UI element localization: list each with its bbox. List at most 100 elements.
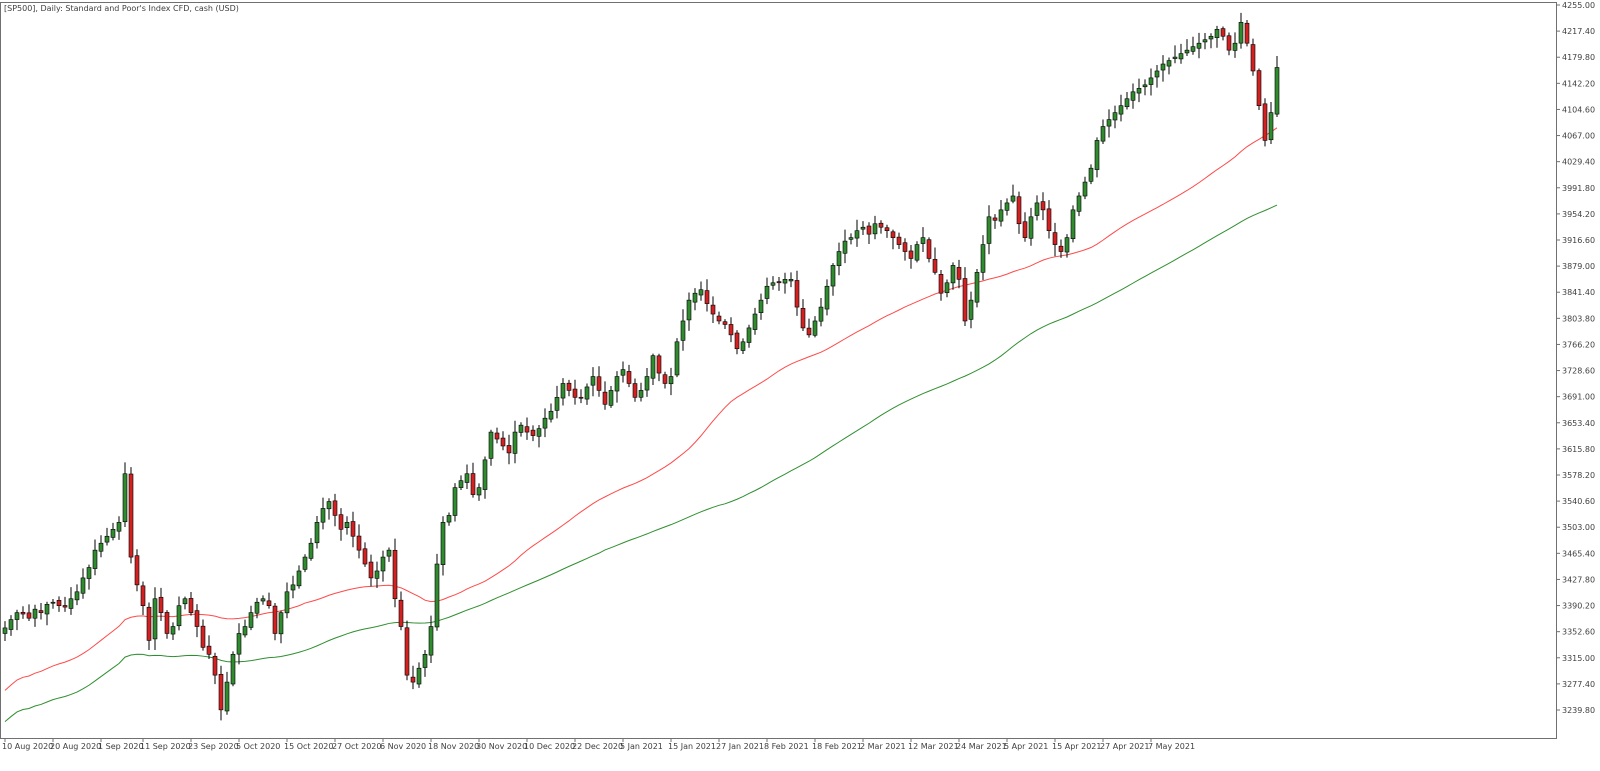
- candle: [56, 596, 62, 612]
- bull-candle-body: [680, 320, 686, 341]
- bull-candle-body: [758, 299, 764, 314]
- candle: [452, 483, 458, 522]
- candle: [242, 619, 248, 638]
- candle: [440, 516, 446, 576]
- bull-candle-body: [668, 376, 674, 385]
- bear-candle-body: [332, 500, 338, 516]
- candle: [1028, 207, 1034, 246]
- candle: [932, 247, 938, 275]
- bear-candle-body: [1256, 70, 1262, 106]
- candle: [260, 595, 266, 605]
- candle: [644, 368, 650, 397]
- candle: [1082, 176, 1088, 200]
- bull-candle-body: [464, 473, 470, 483]
- bull-candle-body: [344, 522, 350, 528]
- candle: [1214, 25, 1220, 48]
- bull-candle-body: [8, 619, 14, 630]
- bull-candle-body: [614, 376, 620, 392]
- bear-candle-body: [734, 332, 740, 350]
- bull-candle-body: [1232, 42, 1238, 51]
- bull-candle-body: [1142, 84, 1148, 88]
- candle: [158, 587, 164, 621]
- time-tick-label: 30 Nov 2020: [476, 742, 527, 751]
- candle: [848, 233, 854, 245]
- candle: [938, 270, 944, 301]
- candle: [488, 429, 494, 466]
- bull-candle-body: [254, 601, 260, 614]
- time-tick-label: 5 Jan 2021: [620, 742, 663, 751]
- candle: [428, 615, 434, 664]
- bull-candle-body: [1190, 46, 1196, 52]
- bear-candle-body: [866, 225, 872, 235]
- bull-candle-body: [230, 654, 236, 685]
- bear-candle-body: [26, 612, 32, 619]
- bull-candle-body: [242, 626, 248, 636]
- candle: [614, 371, 620, 403]
- candle: [296, 565, 302, 589]
- bear-candle-body: [1058, 245, 1064, 252]
- candle: [1130, 83, 1136, 109]
- candle: [704, 279, 710, 312]
- bear-candle-body: [902, 242, 908, 252]
- candle: [368, 554, 374, 587]
- bear-candle-body: [932, 259, 938, 273]
- bear-candle-body: [710, 304, 716, 315]
- bear-candle-body: [398, 599, 404, 627]
- bear-candle-body: [356, 535, 362, 551]
- price-tick-label: 3991.80: [1562, 184, 1595, 193]
- candle: [272, 602, 278, 641]
- bear-candle-body: [272, 605, 278, 634]
- bull-candle-body: [914, 244, 920, 261]
- bear-candle-body: [716, 315, 722, 322]
- candle: [98, 535, 104, 558]
- bull-candle-body: [1214, 29, 1220, 38]
- bull-candle-body: [110, 529, 116, 538]
- time-tick-label: 6 Nov 2020: [380, 742, 426, 751]
- bull-candle-body: [290, 584, 296, 591]
- candle: [188, 592, 194, 616]
- candle: [992, 214, 998, 229]
- bull-candle-body: [536, 428, 542, 437]
- bull-candle-body: [14, 612, 20, 620]
- candle: [134, 549, 140, 592]
- candle: [1040, 192, 1046, 221]
- candle: [662, 371, 668, 389]
- bull-candle-body: [422, 654, 428, 668]
- candle: [1064, 234, 1070, 258]
- candle: [1136, 78, 1142, 103]
- candle: [44, 601, 50, 626]
- price-axis: 4255.00 4217.40 4179.80 4142.20 4104.60 4067.…: [1556, 1, 1595, 715]
- bull-candle-body: [998, 209, 1004, 222]
- candle: [176, 596, 182, 631]
- candle: [350, 511, 356, 548]
- bear-candle-body: [1226, 35, 1232, 51]
- price-tick-label: 3427.80: [1562, 575, 1595, 584]
- candle: [590, 367, 596, 397]
- bull-candle-body: [1118, 105, 1124, 115]
- candle: [1250, 38, 1256, 76]
- bear-candle-body: [566, 382, 572, 391]
- candle: [1142, 79, 1148, 96]
- candle: [860, 221, 866, 235]
- bear-candle-body: [368, 561, 374, 579]
- bull-candle-body: [788, 279, 794, 282]
- bull-candle-body: [458, 480, 464, 488]
- price-tick-label: 3277.40: [1562, 680, 1595, 689]
- candle: [632, 378, 638, 402]
- bear-candle-body: [134, 555, 140, 586]
- candle: [878, 220, 884, 234]
- bull-candle-body: [1094, 140, 1100, 170]
- candle: [1016, 191, 1022, 234]
- price-tick-label: 3879.00: [1562, 262, 1595, 271]
- bull-candle-body: [1082, 181, 1088, 197]
- bear-candle-body: [164, 612, 170, 634]
- candle: [962, 267, 968, 327]
- price-tick-label: 3766.20: [1562, 340, 1595, 349]
- price-tick-label: 3239.80: [1562, 706, 1595, 715]
- bull-candle-body: [920, 237, 926, 244]
- time-tick-label: 20 Aug 2020: [50, 742, 101, 751]
- bull-candle-body: [968, 299, 974, 320]
- candle: [1022, 212, 1028, 242]
- candle: [326, 498, 332, 520]
- candle: [800, 299, 806, 332]
